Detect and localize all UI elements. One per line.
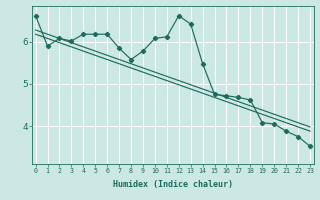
X-axis label: Humidex (Indice chaleur): Humidex (Indice chaleur)	[113, 180, 233, 189]
